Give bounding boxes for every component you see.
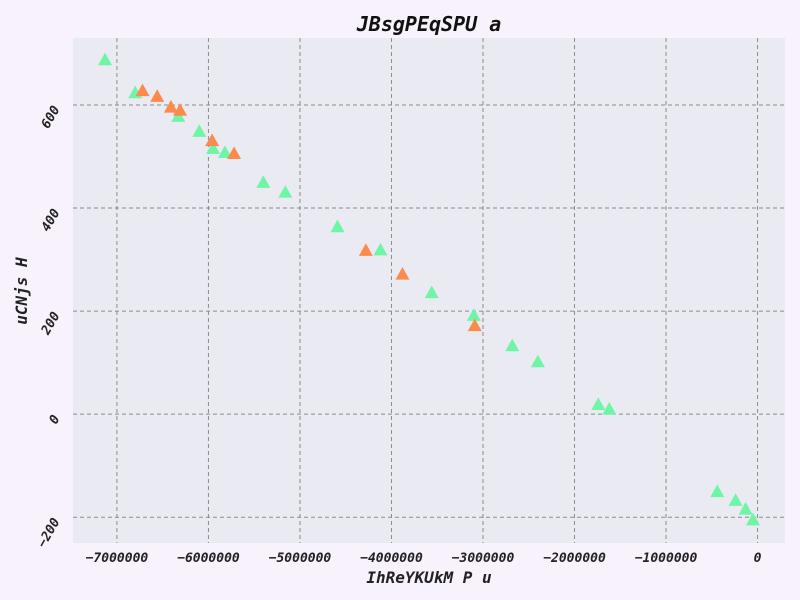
data-point xyxy=(98,52,113,66)
data-point xyxy=(602,402,617,415)
data-point xyxy=(424,285,439,299)
x-axis-label: IhReYKUkM P u xyxy=(366,568,492,587)
data-point xyxy=(135,83,150,97)
y-axis-label: uCNjs H xyxy=(12,257,31,325)
data-point xyxy=(217,145,232,158)
data-point xyxy=(150,89,165,102)
x-tick-label: −7000000 xyxy=(86,551,149,566)
data-point xyxy=(728,493,743,506)
data-point xyxy=(710,484,725,498)
data-point xyxy=(278,185,293,198)
data-point xyxy=(373,242,388,256)
data-point xyxy=(466,308,481,321)
data-point xyxy=(395,267,410,280)
x-tick-labels: −7000000 −6000000 −5000000 −4000000 −3000000… xyxy=(86,551,762,566)
y-tick-label: 600 xyxy=(39,103,64,131)
x-tick-label: −2000000 xyxy=(543,551,606,566)
x-tick-label: −3000000 xyxy=(452,551,515,566)
data-point xyxy=(163,100,178,113)
grid-lines xyxy=(73,38,785,543)
data-point xyxy=(205,133,220,147)
data-point xyxy=(530,354,545,368)
data-points xyxy=(98,52,760,526)
chart-title: JBsgPEqSPU a xyxy=(356,12,502,36)
y-tick-label: 200 xyxy=(38,309,63,338)
data-point xyxy=(206,141,221,154)
y-tick-label: 400 xyxy=(39,206,64,234)
data-point xyxy=(467,318,482,332)
x-tick-label: −4000000 xyxy=(360,551,423,566)
data-point xyxy=(738,501,753,515)
data-point xyxy=(591,397,606,410)
data-point xyxy=(745,512,760,526)
data-point xyxy=(192,124,207,137)
x-tick-label: −6000000 xyxy=(177,551,240,566)
x-tick-label: −1000000 xyxy=(635,551,698,566)
data-point xyxy=(505,338,520,352)
x-tick-label: 0 xyxy=(754,551,762,566)
data-point xyxy=(227,146,242,160)
data-point xyxy=(256,175,271,188)
data-point xyxy=(330,219,345,233)
y-tick-labels: −200 0 200 400 600 xyxy=(35,103,64,550)
data-point xyxy=(173,103,188,116)
y-tick-label: −200 xyxy=(35,516,64,551)
x-tick-label: −5000000 xyxy=(269,551,332,566)
data-point xyxy=(358,243,373,256)
y-tick-label: 0 xyxy=(47,413,64,427)
